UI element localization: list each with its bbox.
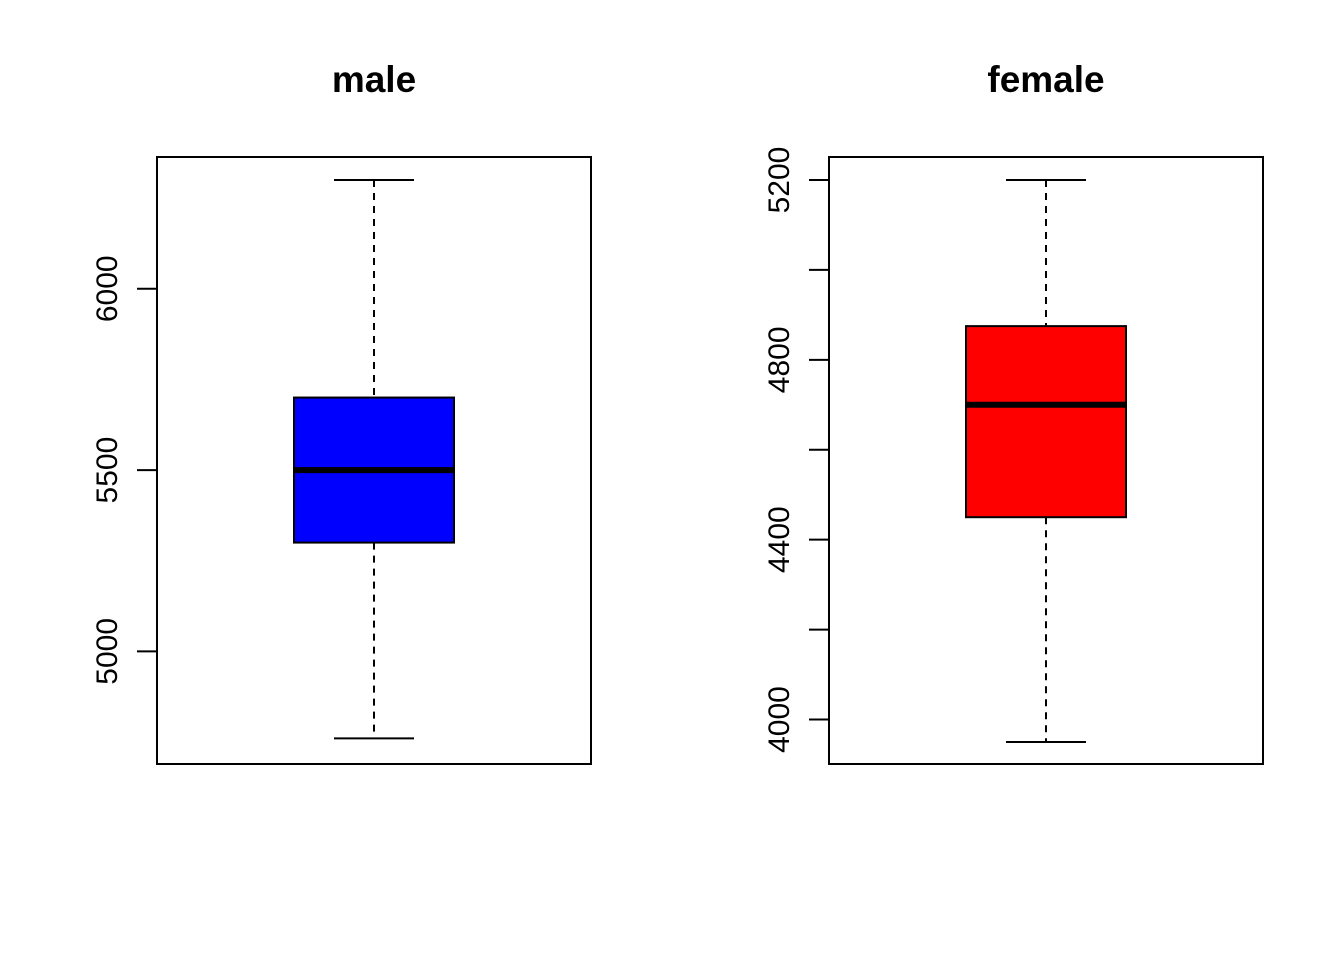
male-plot-frame <box>156 156 592 765</box>
female-boxplot-panel: female 4000 4400 4800 5200 <box>763 59 1264 765</box>
female-ytick-label-5200: 5200 <box>763 147 796 214</box>
female-iqr-box <box>965 325 1127 519</box>
female-ytick-label-4400: 4400 <box>763 506 796 573</box>
male-ytick-label-6000: 6000 <box>91 255 124 322</box>
male-ytick-label-5500: 5500 <box>91 437 124 504</box>
female-chart-title: female <box>987 59 1104 100</box>
male-ytick-label-5000: 5000 <box>91 618 124 685</box>
female-ytick-label-4000: 4000 <box>763 686 796 753</box>
male-boxplot-panel: male 5000 5500 6000 <box>91 59 592 765</box>
male-chart-title: male <box>332 59 416 100</box>
female-ytick-label-4800: 4800 <box>763 326 796 393</box>
female-plot-frame <box>828 156 1264 765</box>
